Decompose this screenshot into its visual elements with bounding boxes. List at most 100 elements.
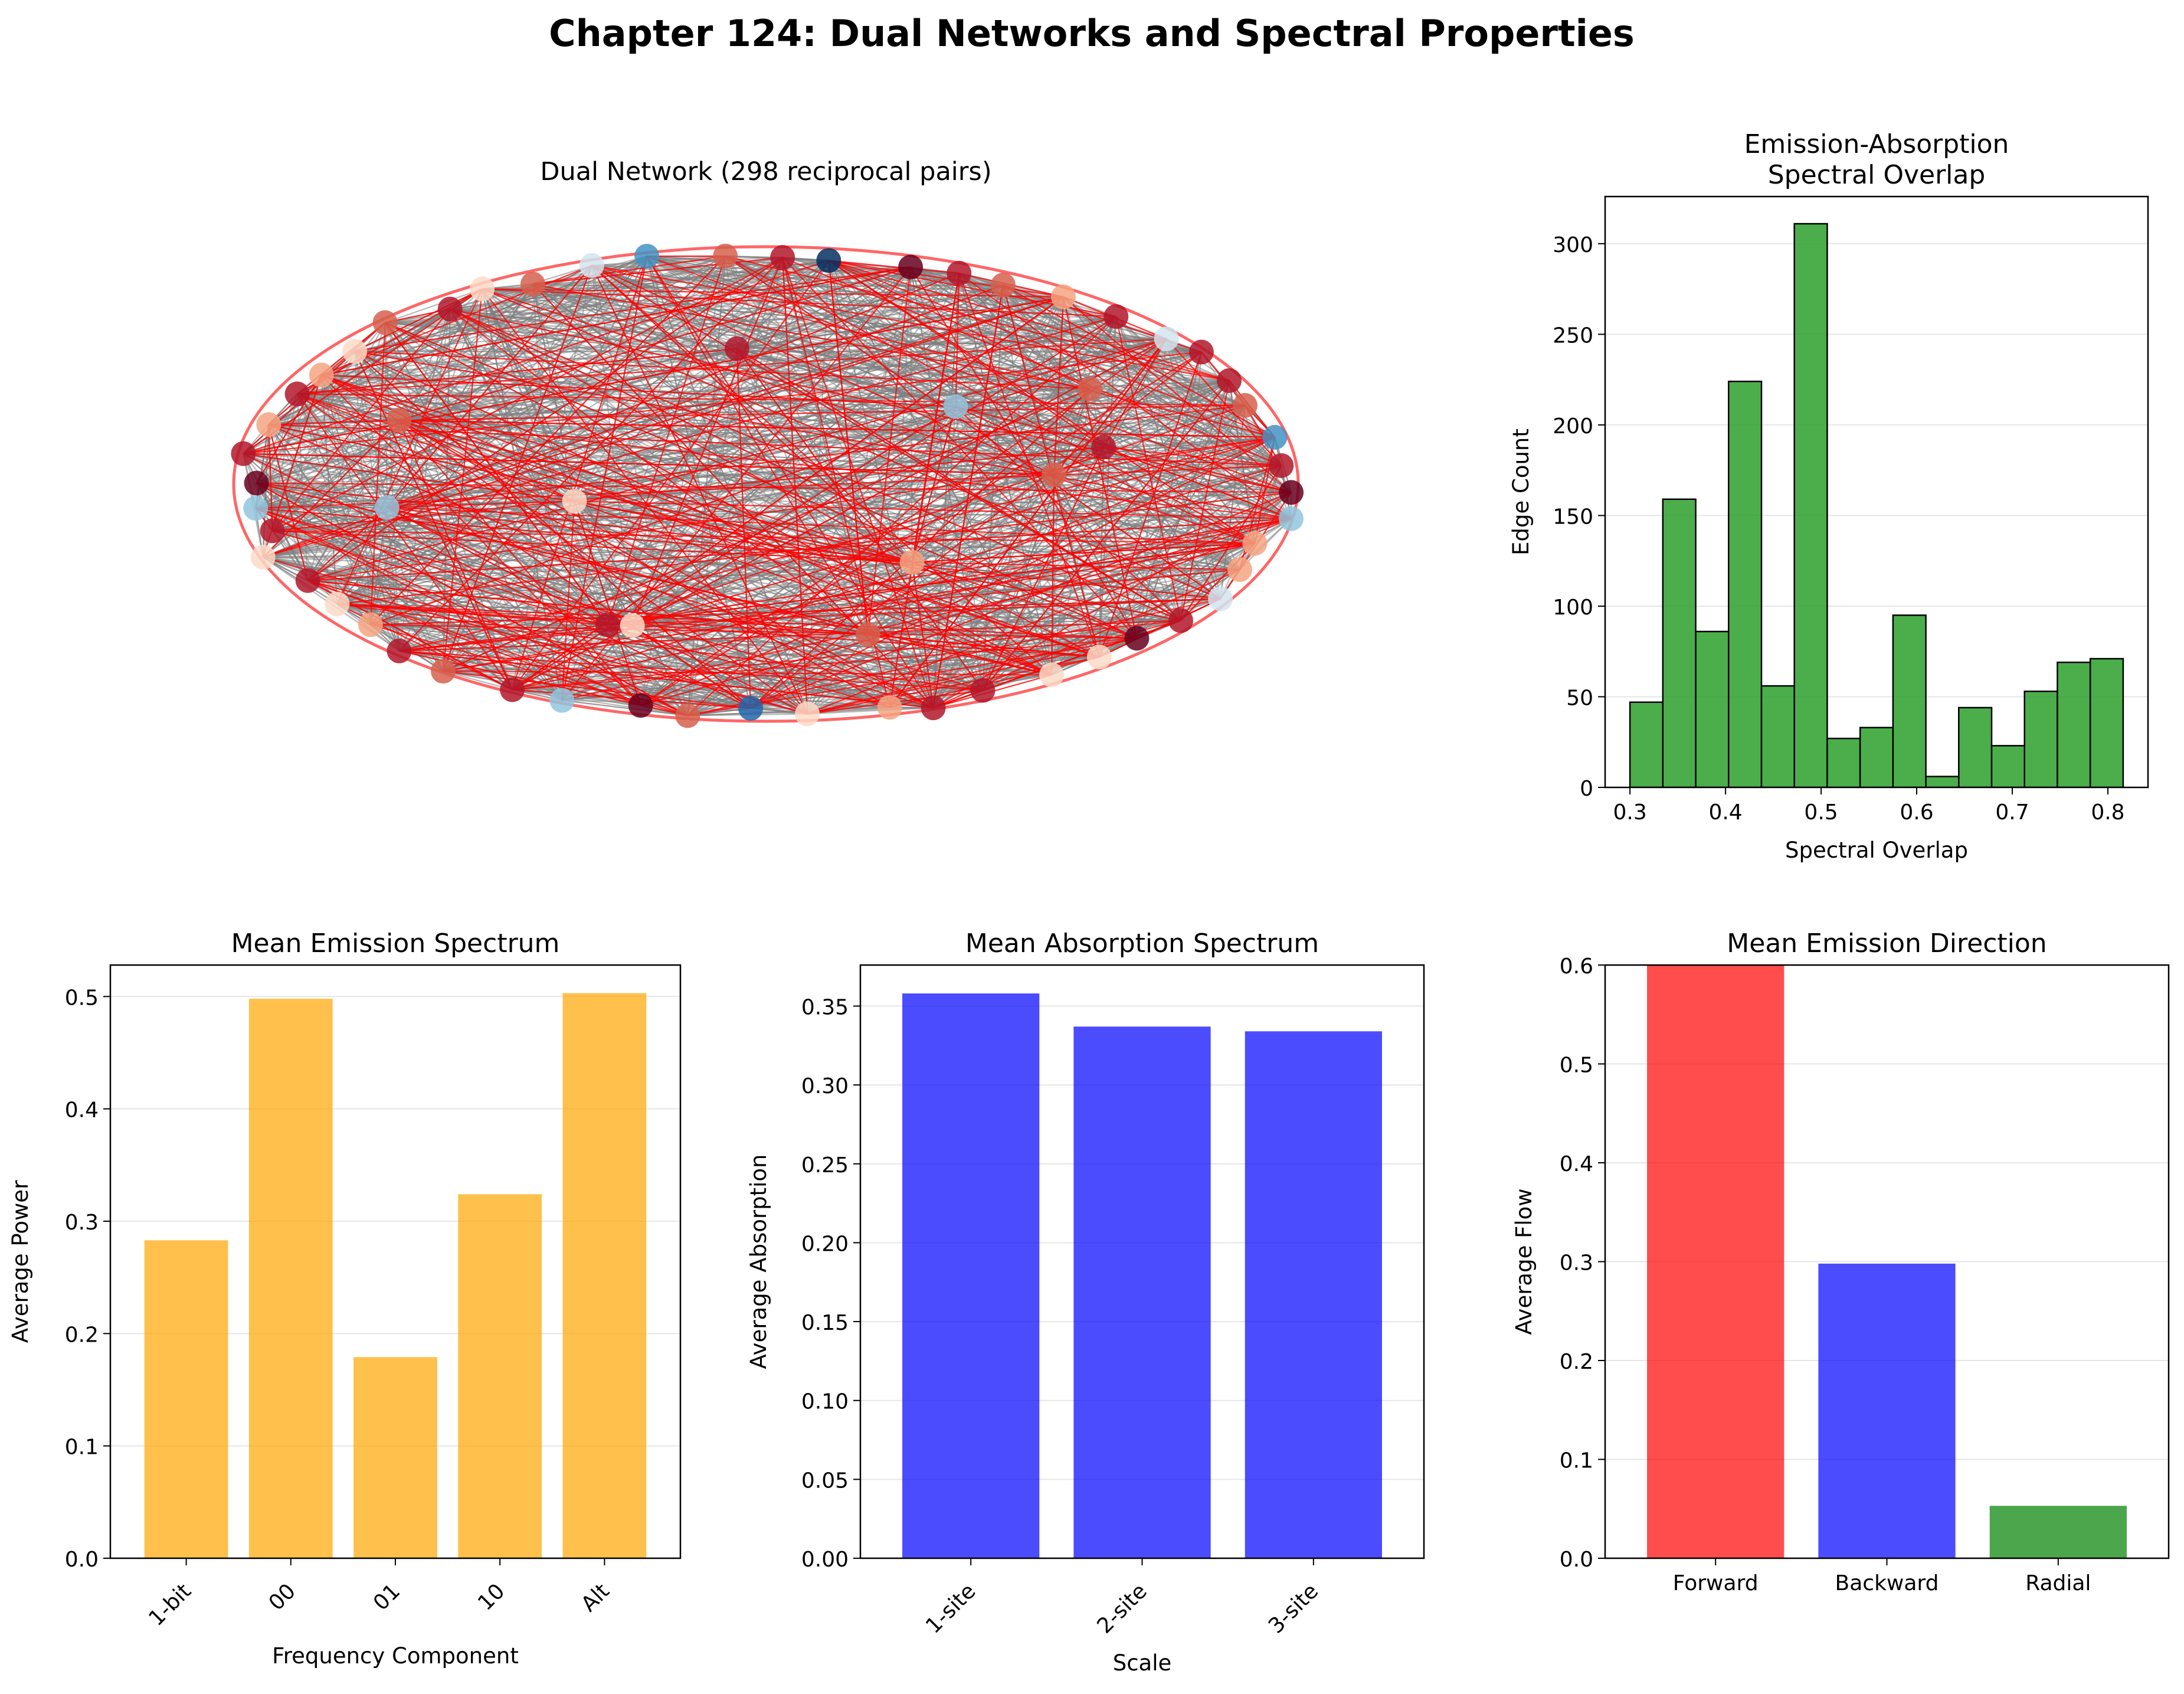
bar-Backward	[1818, 1263, 1956, 1558]
reciprocal-edge	[443, 388, 1091, 672]
network-edge	[512, 689, 688, 717]
network-edge	[307, 404, 1246, 581]
reciprocal-edge	[370, 624, 1137, 639]
overlap-title: Emission-Absorption	[1744, 129, 2009, 159]
network-edge	[687, 348, 738, 716]
y-tick-label: 0.4	[1560, 1152, 1593, 1176]
network-edge	[646, 256, 752, 709]
network-edge	[337, 603, 808, 715]
histogram-bin	[1760, 685, 1795, 787]
histogram-bin	[1990, 745, 2025, 787]
network-title: Dual Network (298 reciprocal pairs)	[540, 157, 991, 187]
reciprocal-edge	[1180, 542, 1256, 622]
bar-Forward	[1647, 965, 1784, 1558]
network-node	[1188, 339, 1214, 365]
reciprocal-edge	[399, 420, 912, 563]
reciprocal-edge	[307, 580, 808, 715]
network-node	[1242, 531, 1268, 556]
y-tick-label: 250	[1553, 323, 1593, 348]
overlap-histogram-panel: 050100150200250300Emission-AbsorptionSpe…	[1508, 129, 2149, 863]
network-edge	[337, 474, 1055, 605]
reciprocal-edge	[640, 338, 1167, 706]
reciprocal-edge	[591, 265, 808, 714]
network-edge	[387, 256, 647, 508]
reciprocal-edge	[591, 264, 1275, 438]
network-node	[1104, 304, 1129, 329]
network-node	[1208, 586, 1233, 611]
reciprocal-edge	[255, 508, 688, 717]
network-edge	[574, 501, 1240, 571]
reciprocal-edge	[262, 420, 400, 558]
reciprocal-edge	[354, 288, 483, 352]
network-node	[855, 622, 880, 647]
network-node	[628, 693, 653, 718]
histogram-bin	[1925, 776, 1960, 787]
network-node	[342, 339, 368, 364]
reciprocal-edge	[272, 530, 1255, 544]
network-edge	[399, 316, 1116, 421]
y-tick-label: 0.2	[1560, 1350, 1593, 1374]
bar-01	[353, 1357, 437, 1558]
histogram-bin	[2089, 658, 2124, 787]
network-node	[244, 470, 269, 496]
network-edges	[232, 245, 1300, 723]
network-node	[595, 612, 620, 637]
network-edge	[828, 260, 1053, 675]
y-tick-label: 0.15	[801, 1311, 849, 1335]
reciprocal-edge	[591, 264, 1230, 381]
network-edge	[591, 265, 633, 626]
reciprocal-edge	[307, 338, 1167, 581]
reciprocal-edge	[1053, 296, 1065, 475]
reciprocal-edge	[632, 316, 1116, 626]
reciprocal-edge	[387, 506, 1255, 544]
reciprocal-edge	[243, 296, 1064, 454]
network-node	[549, 688, 575, 713]
network-edge	[1089, 388, 1292, 493]
reciprocal-edge	[958, 273, 1100, 658]
histogram-bin	[1695, 630, 1730, 787]
histogram-bin	[1662, 498, 1697, 787]
absorption-title: Mean Absorption Spectrum	[965, 928, 1319, 959]
network-edge	[354, 257, 783, 352]
network-edge	[1244, 405, 1292, 493]
network-edge	[958, 272, 1275, 438]
bar-00	[248, 999, 333, 1558]
network-edge	[256, 351, 356, 484]
network-node	[1232, 393, 1258, 418]
network-edge	[243, 405, 956, 454]
histogram-bin	[1958, 707, 1993, 787]
x-tick-label: 0.7	[1995, 800, 2029, 825]
y-tick-label: 0.0	[65, 1548, 99, 1572]
network-node	[899, 550, 925, 575]
network-edge	[398, 420, 983, 691]
reciprocal-edge	[750, 351, 1202, 709]
network-edge	[272, 518, 1291, 532]
network-edge	[307, 568, 1240, 581]
reciprocal-edge	[450, 308, 1292, 493]
y-tick-label: 0.3	[1560, 1251, 1593, 1276]
reciprocal-edge	[1050, 475, 1055, 675]
emission-marks	[144, 993, 647, 1558]
bar-10	[458, 1194, 542, 1558]
histogram-bin	[2023, 691, 2058, 787]
network-edge	[646, 256, 1246, 406]
reciprocal-edge	[307, 257, 783, 581]
y-tick-label: 0.0	[1560, 1548, 1593, 1572]
network-node	[1124, 626, 1150, 651]
network-edge	[591, 264, 1104, 448]
network-edge	[828, 260, 934, 708]
reciprocal-edge	[354, 266, 911, 352]
network-node	[284, 381, 310, 407]
reciprocal-edge	[640, 351, 1202, 707]
histogram-bin	[1728, 380, 1763, 787]
y-tick-label: 0.05	[801, 1469, 849, 1493]
network-edge	[1136, 338, 1167, 639]
reciprocal-edge	[574, 501, 1052, 676]
network-node	[943, 394, 968, 419]
network-edge	[263, 556, 751, 709]
network-edge	[955, 405, 1282, 466]
absorption-ylabel: Average Absorption	[746, 1155, 771, 1369]
network-node	[947, 260, 972, 286]
network-node	[724, 336, 749, 361]
